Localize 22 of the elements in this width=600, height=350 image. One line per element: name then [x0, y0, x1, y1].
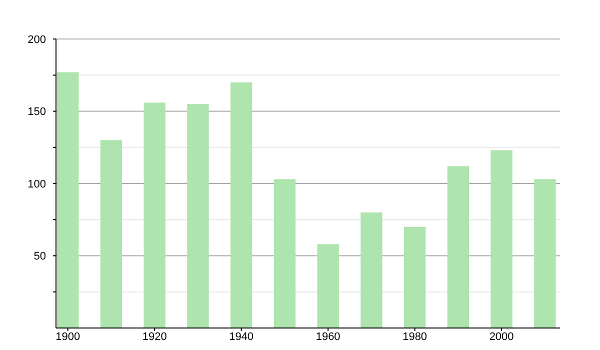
x-tick-label: 1940	[229, 331, 254, 343]
bar	[490, 150, 512, 328]
y-tick-label: 150	[28, 106, 46, 118]
x-tick-label: 1900	[56, 331, 80, 343]
x-tick-label: 1980	[402, 331, 428, 343]
bar	[360, 212, 382, 328]
x-tick-label: 2000	[489, 331, 514, 343]
y-tick-label: 100	[28, 178, 46, 190]
x-tick-label: 1960	[316, 331, 340, 343]
bar	[274, 179, 296, 328]
x-tick-label: 1920	[142, 331, 167, 343]
bar	[144, 102, 166, 328]
y-tick-label: 50	[34, 250, 46, 263]
bar	[404, 226, 426, 328]
bar	[230, 82, 252, 328]
bar	[57, 72, 79, 328]
bar	[447, 166, 470, 328]
bar	[100, 140, 122, 328]
y-tick-label: 200	[28, 34, 46, 46]
bar	[317, 244, 339, 328]
bar	[187, 104, 209, 328]
bar	[534, 179, 556, 328]
